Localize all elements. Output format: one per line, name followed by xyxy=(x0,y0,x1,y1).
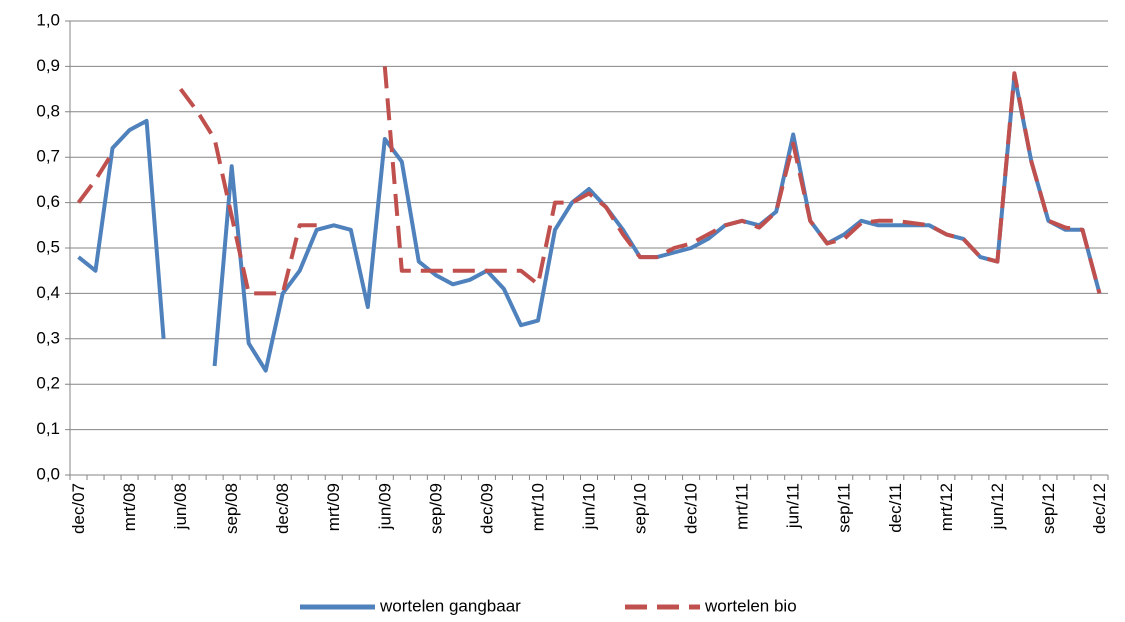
y-tick-label: 0,8 xyxy=(36,101,60,120)
x-tick-label: dec/10 xyxy=(682,483,701,534)
y-tick-label: 0,6 xyxy=(36,192,60,211)
x-tick-label: sep/08 xyxy=(222,483,241,534)
x-tick-label: dec/12 xyxy=(1090,483,1109,534)
series-line xyxy=(76,66,1102,296)
y-tick-label: 0,5 xyxy=(36,237,60,256)
x-tick-label: jun/08 xyxy=(171,483,190,530)
x-tick-label: sep/10 xyxy=(631,483,650,534)
legend-label: wortelen bio xyxy=(704,596,797,615)
y-tick-label: 0,4 xyxy=(36,283,60,302)
x-tick-label: sep/11 xyxy=(835,483,854,533)
y-tick-label: 0,9 xyxy=(36,56,60,75)
x-tick-label: mrt/10 xyxy=(528,483,547,531)
x-tick-label: jun/11 xyxy=(784,483,803,529)
x-tick-label: jun/12 xyxy=(988,483,1007,530)
y-tick-label: 0,7 xyxy=(36,147,60,166)
x-tick-label: dec/07 xyxy=(69,483,88,534)
y-tick-label: 1,0 xyxy=(36,10,60,29)
x-tick-label: sep/09 xyxy=(426,483,445,534)
x-tick-label: mrt/11 xyxy=(733,483,752,530)
y-tick-label: 0,0 xyxy=(36,464,60,483)
y-tick-label: 0,2 xyxy=(36,374,60,393)
x-tick-label: mrt/08 xyxy=(120,483,139,531)
x-tick-label: dec/09 xyxy=(477,483,496,534)
y-tick-label: 0,1 xyxy=(36,419,60,438)
x-tick-label: dec/08 xyxy=(273,483,292,534)
x-tick-label: mrt/09 xyxy=(324,483,343,531)
x-tick-label: mrt/12 xyxy=(937,483,956,531)
x-tick-label: sep/12 xyxy=(1039,483,1058,534)
y-tick-label: 0,3 xyxy=(36,328,60,347)
x-tick-label: jun/09 xyxy=(375,483,394,530)
x-tick-label: dec/11 xyxy=(886,483,905,533)
legend-label: wortelen gangbaar xyxy=(379,596,521,615)
x-tick-label: jun/10 xyxy=(579,483,598,530)
